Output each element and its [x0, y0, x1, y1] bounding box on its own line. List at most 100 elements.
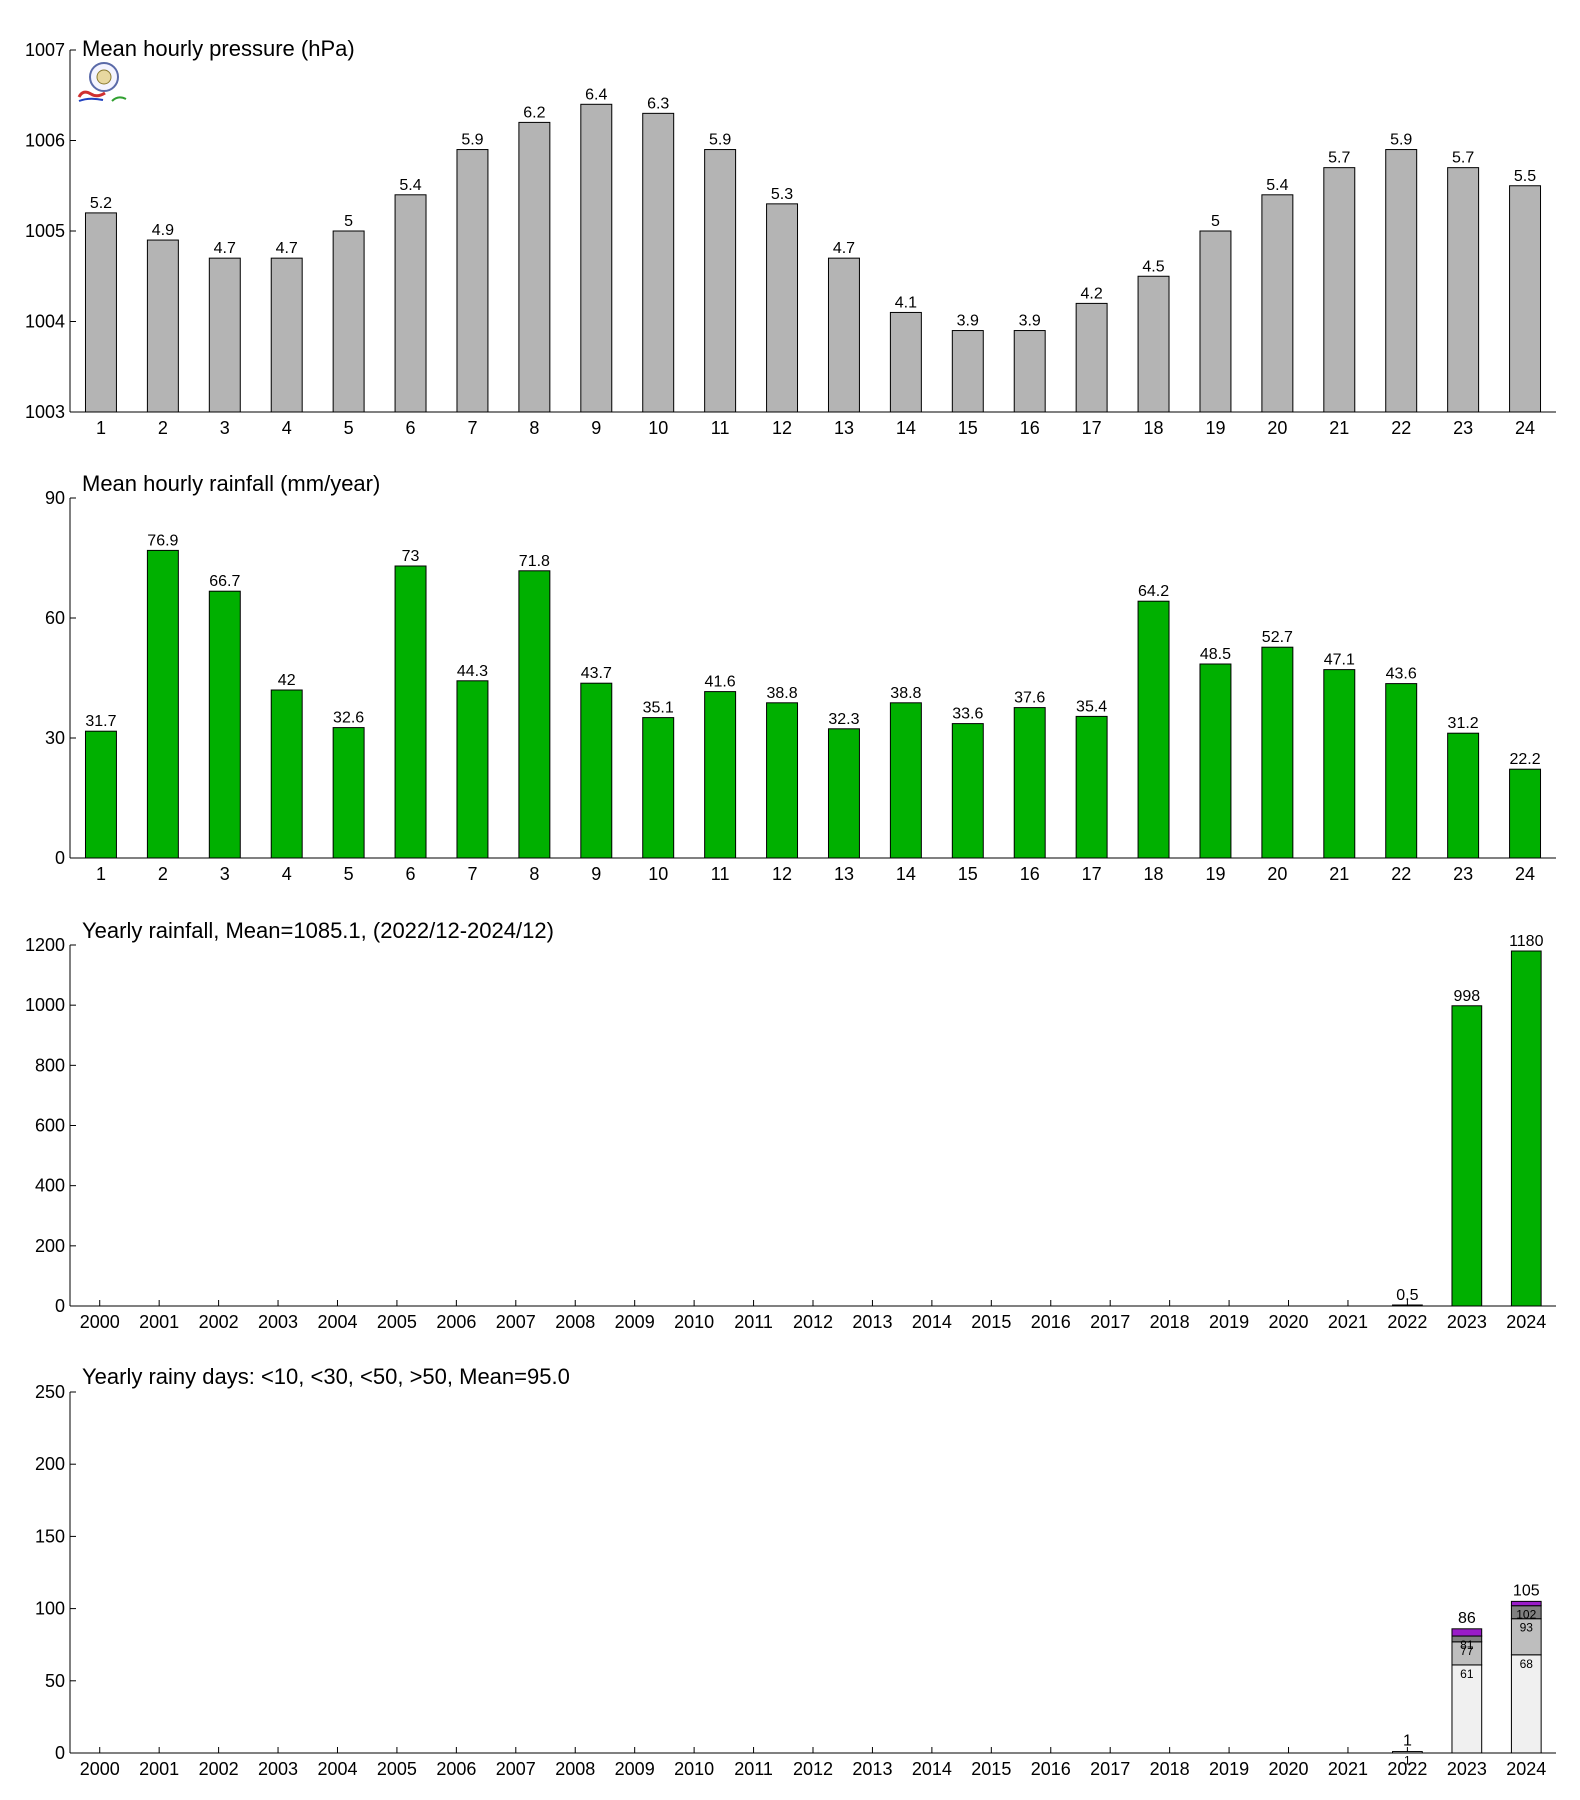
rainy-days-chart: Yearly rainy days: <10, <30, <50, >50, M… [35, 1364, 1556, 1779]
bar-value-label: 5.9 [709, 132, 731, 149]
bar [889, 311, 922, 413]
x-tick-label: 5 [344, 418, 354, 438]
bar [951, 723, 984, 859]
bar [518, 121, 551, 413]
x-tick-label: 1 [96, 418, 106, 438]
bar-value-label: 37.6 [1014, 690, 1045, 707]
x-tick-label: 2023 [1447, 1312, 1487, 1332]
x-tick-label: 2001 [139, 1759, 179, 1779]
x-tick-label: 12 [772, 864, 792, 884]
x-tick-label: 24 [1515, 864, 1535, 884]
x-tick-label: 2022 [1387, 1312, 1427, 1332]
bar-value-label: 5.7 [1452, 150, 1474, 167]
x-tick-label: 12 [772, 418, 792, 438]
x-tick-label: 2012 [793, 1312, 833, 1332]
bar-value-label: 35.1 [643, 700, 674, 717]
y-tick-label: 100 [35, 1599, 65, 1619]
pressure-chart: Mean hourly pressure (hPa) 1003 1004 1005 1… [25, 36, 1556, 438]
y-tick-label: 250 [35, 1382, 65, 1402]
bar [827, 257, 860, 413]
x-tick-label: 2015 [971, 1759, 1011, 1779]
x-tick-label: 3 [220, 418, 230, 438]
x-tick-label: 2002 [199, 1759, 239, 1779]
x-tick-label: 2020 [1268, 1759, 1308, 1779]
y-tick-label: 1200 [25, 935, 65, 955]
bar [580, 682, 613, 859]
x-tick-label: 13 [834, 864, 854, 884]
bar-value-label: 38.8 [890, 685, 921, 702]
x-tick-label: 19 [1205, 418, 1225, 438]
bar [642, 112, 675, 413]
bar-value-label: 73 [402, 548, 420, 565]
bar [332, 727, 365, 859]
x-tick-label: 2003 [258, 1312, 298, 1332]
x-tick-label: 2022 [1387, 1759, 1427, 1779]
bar-value-label: 5.9 [461, 132, 483, 149]
bar-value-label: 38.8 [766, 685, 797, 702]
x-tick-label: 2014 [912, 1759, 952, 1779]
x-tick-label: 3 [220, 864, 230, 884]
y-tick-label: 60 [45, 608, 65, 628]
x-tick-label: 14 [896, 864, 916, 884]
bar-value-label: 42 [278, 672, 296, 689]
bar [1392, 1304, 1423, 1307]
x-tick-label: 2020 [1268, 1312, 1308, 1332]
x-tick-label: 2024 [1506, 1312, 1546, 1332]
bar-value-label: 71.8 [519, 553, 550, 570]
x-tick-label: 20 [1267, 418, 1287, 438]
x-tick-label: 2017 [1090, 1759, 1130, 1779]
segment-value-label: 93 [1520, 1621, 1534, 1635]
x-tick-label: 2015 [971, 1312, 1011, 1332]
bar [580, 103, 613, 413]
x-tick-label: 2010 [674, 1759, 714, 1779]
bar-value-label: 3.9 [957, 313, 979, 330]
x-tick-label: 22 [1391, 864, 1411, 884]
x-tick-label: 10 [648, 418, 668, 438]
y-tick-label: 90 [45, 488, 65, 508]
x-tick-label: 21 [1329, 864, 1349, 884]
x-tick-label: 2016 [1031, 1759, 1071, 1779]
x-tick-label: 2004 [317, 1312, 357, 1332]
bar [704, 149, 737, 413]
bar [518, 570, 551, 859]
x-tick-label: 6 [406, 418, 416, 438]
x-tick-label: 2019 [1209, 1312, 1249, 1332]
bar-value-label: 5.4 [399, 177, 421, 194]
logo-swoosh-red [77, 90, 106, 98]
total-value-label: 86 [1458, 1610, 1476, 1627]
segment-value-label: 77 [1460, 1644, 1474, 1658]
segment-value-label: 68 [1520, 1657, 1534, 1671]
x-tick-label: 2000 [80, 1759, 120, 1779]
bar-value-label: 5 [344, 213, 353, 230]
bar-value-label: 32.3 [828, 711, 859, 728]
bar [827, 728, 860, 859]
bar-value-label: 43.6 [1386, 666, 1417, 683]
y-tick-label: 0 [55, 1743, 65, 1763]
x-tick-label: 2 [158, 864, 168, 884]
bar [270, 257, 303, 413]
x-tick-label: 2010 [674, 1312, 714, 1332]
bar-value-label: 31.7 [85, 713, 116, 730]
x-tick-label: 4 [282, 418, 292, 438]
stacked-bar-segment [1451, 1628, 1483, 1637]
bar [1451, 1005, 1483, 1307]
bar [1510, 950, 1542, 1307]
x-tick-label: 8 [529, 418, 539, 438]
chart-title: Yearly rainfall, Mean=1085.1, (2022/12-2… [82, 918, 554, 943]
x-tick-label: 2009 [615, 1312, 655, 1332]
x-tick-label: 2013 [852, 1759, 892, 1779]
bar [1199, 663, 1232, 859]
y-tick-label: 400 [35, 1176, 65, 1196]
x-tick-label: 17 [1082, 864, 1102, 884]
x-tick-label: 2021 [1328, 1312, 1368, 1332]
x-tick-label: 6 [406, 864, 416, 884]
x-tick-label: 2 [158, 418, 168, 438]
bar [1075, 302, 1108, 413]
bar [146, 549, 179, 859]
stacked-bar-segment [1392, 1751, 1423, 1754]
bar [642, 717, 675, 859]
bar [1323, 167, 1356, 413]
bar-value-label: 66.7 [209, 573, 240, 590]
y-tick-label: 1007 [25, 40, 65, 60]
bar-value-label: 22.2 [1509, 751, 1540, 768]
